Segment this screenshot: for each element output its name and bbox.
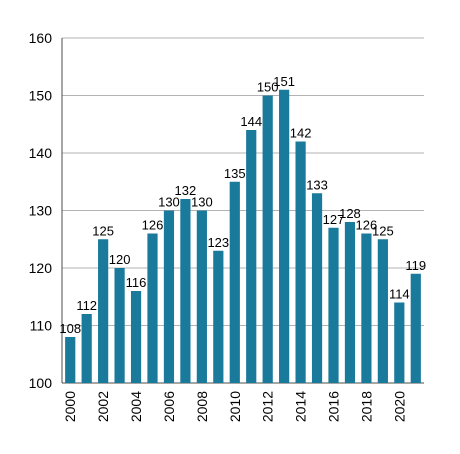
data-label-2020: 114 [389, 287, 410, 302]
bars [65, 89, 421, 383]
x-tick-label: 2012 [260, 391, 276, 422]
data-label-2005: 126 [142, 218, 164, 233]
data-label-2021: 119 [405, 258, 426, 273]
x-tick-label: 2008 [194, 391, 210, 422]
bar-2014 [295, 141, 306, 383]
y-tick-label: 110 [30, 318, 53, 334]
data-label-2016: 127 [323, 212, 345, 227]
data-label-2014: 142 [290, 126, 312, 141]
bar-2018 [361, 233, 372, 383]
x-tick-label: 2020 [391, 391, 407, 422]
bar-2019 [377, 239, 388, 383]
bar-2010 [229, 181, 240, 383]
x-tick-label: 2004 [128, 391, 144, 422]
data-label-2019: 125 [372, 223, 394, 238]
y-tick-label: 140 [29, 145, 53, 161]
data-labels: 1081121251201161261301321301231351441501… [59, 74, 426, 336]
data-label-2011: 144 [240, 114, 262, 129]
data-label-2009: 123 [207, 235, 229, 250]
y-tick-label: 100 [29, 375, 53, 391]
data-label-2012: 150 [257, 80, 279, 95]
bar-2009 [213, 250, 224, 383]
bar-2003 [114, 268, 125, 383]
x-tick-label: 2006 [161, 391, 177, 422]
bar-2005 [147, 233, 158, 383]
y-tick-label: 160 [29, 30, 53, 46]
data-label-2002: 125 [92, 223, 114, 238]
x-tick-label: 2014 [293, 391, 309, 422]
data-label-2017: 128 [339, 206, 361, 221]
x-tick-label: 2002 [95, 391, 111, 422]
data-label-2008: 130 [191, 195, 213, 210]
bar-2013 [279, 89, 290, 383]
bar-2000 [65, 337, 76, 383]
bar-2011 [246, 130, 257, 383]
x-tick-label: 2016 [326, 391, 342, 422]
data-label-2010: 135 [224, 166, 246, 181]
data-label-2006: 130 [158, 195, 180, 210]
bar-2012 [262, 95, 273, 383]
data-label-2004: 116 [126, 275, 147, 290]
data-label-2000: 108 [59, 321, 81, 336]
data-label-2007: 132 [175, 183, 197, 198]
data-label-2013: 151 [273, 74, 295, 89]
bar-2008 [196, 210, 207, 383]
bar-2021 [410, 273, 421, 383]
bar-2015 [311, 193, 323, 383]
bar-2017 [344, 222, 356, 383]
bar-2002 [98, 239, 109, 383]
y-tick-label: 150 [29, 88, 53, 104]
bar-2020 [394, 302, 405, 383]
bar-2006 [163, 210, 175, 383]
y-tick-label: 120 [29, 260, 53, 276]
data-label-2018: 126 [356, 218, 378, 233]
data-label-2003: 120 [109, 252, 131, 267]
y-tick-label: 130 [29, 203, 53, 219]
bar-2001 [81, 314, 92, 383]
data-label-2015: 133 [306, 177, 328, 192]
bar-2004 [130, 291, 142, 383]
x-tick-label: 2010 [227, 391, 243, 422]
bar-2007 [180, 199, 191, 383]
x-tick-label: 2018 [358, 391, 374, 422]
x-axis-labels: 2000 2002 2004 2006 2008 2010 2012 2014 2016 2018… [62, 391, 407, 422]
x-tick-label: 2000 [62, 391, 78, 422]
bar-2016 [328, 227, 339, 383]
data-label-2001: 112 [76, 298, 97, 313]
y-axis: 100 110 120 130 140 150 160 [29, 30, 424, 391]
